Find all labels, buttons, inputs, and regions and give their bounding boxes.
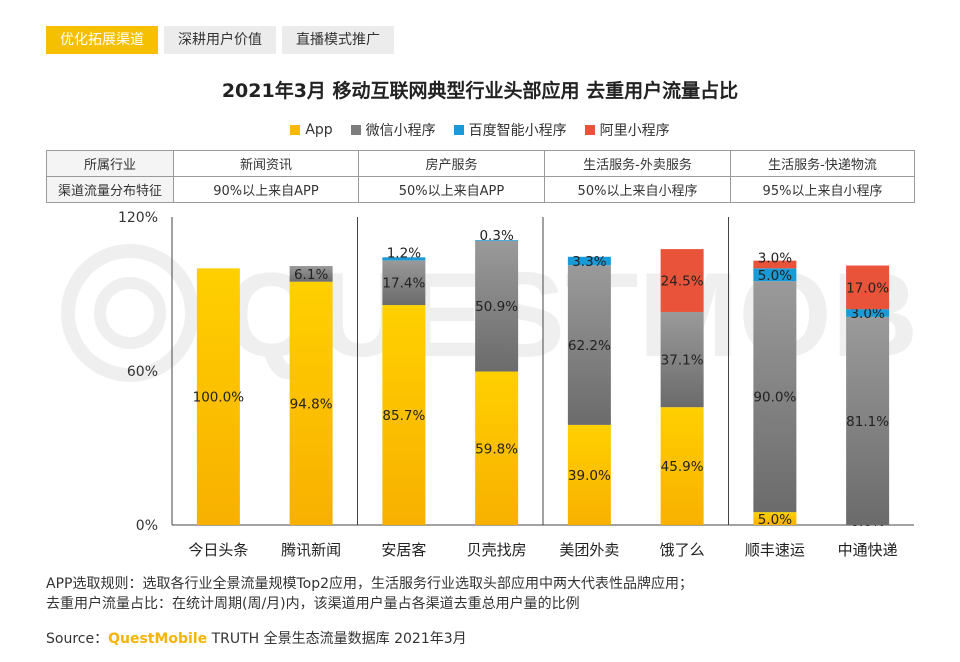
tab-user-value[interactable]: 深耕用户价值 <box>164 26 276 54</box>
x-tick-label: 美团外卖 <box>559 541 619 559</box>
legend-swatch-baidu <box>453 125 464 135</box>
legend-swatch-app <box>290 125 301 135</box>
legend-item-wechat: 微信小程序 <box>350 120 436 140</box>
table-row-feature: 渠道流量分布特征 90%以上来自APP 50%以上来自APP 50%以上来自小程… <box>46 176 915 203</box>
legend-label-wechat: 微信小程序 <box>365 123 436 139</box>
bar-wechat <box>567 265 611 425</box>
footnotes: APP选取规则：选取各行业全景流量规模Top2应用，生活服务行业选取头部应用中两… <box>46 574 693 614</box>
legend-swatch-ali <box>584 125 595 135</box>
bar-ali <box>753 260 797 269</box>
bar-app <box>382 305 426 525</box>
bar-ali <box>660 249 704 312</box>
industry-table: 所属行业 新闻资讯 房产服务 生活服务-外卖服务 生活服务-快递物流 渠道流量分… <box>46 150 915 203</box>
table-cell-feature: 50%以上来自APP <box>358 176 545 203</box>
bar-app <box>753 512 797 525</box>
data-label-wechat: 6.1% <box>294 267 328 283</box>
bar-wechat <box>289 266 333 282</box>
footnote-selection-rule: APP选取规则：选取各行业全景流量规模Top2应用，生活服务行业选取头部应用中两… <box>46 576 693 592</box>
data-label-app: 85.7% <box>382 408 425 424</box>
y-tick-label: 0% <box>136 518 158 534</box>
source-brand: QuestMobile <box>108 631 208 647</box>
bar-wechat <box>382 260 426 306</box>
data-label-app: 59.8% <box>475 441 518 457</box>
data-label-ali: 3.0% <box>758 251 792 267</box>
bar-wechat <box>660 311 704 408</box>
legend-label-baidu: 百度智能小程序 <box>468 123 567 139</box>
bar-baidu <box>567 256 611 266</box>
data-label-app: 45.9% <box>661 459 704 475</box>
bar-wechat <box>753 281 797 513</box>
bar-baidu <box>475 240 519 241</box>
tab-optimize-channels[interactable]: 优化拓展渠道 <box>46 26 158 54</box>
legend-label-app: App <box>305 122 333 138</box>
bar-baidu <box>753 268 797 282</box>
data-label-baidu: 3.3% <box>572 254 606 270</box>
data-label-ali: 17.0% <box>846 280 889 296</box>
table-cell-feature: 95%以上来自小程序 <box>730 176 915 203</box>
x-tick-label: 安居客 <box>381 541 426 559</box>
table-cell-industry: 生活服务-快递物流 <box>730 150 915 177</box>
data-label-wechat: 37.1% <box>661 353 704 369</box>
legend-label-ali: 阿里小程序 <box>599 123 670 139</box>
data-label-wechat: 62.2% <box>568 338 611 354</box>
legend-item-app: App <box>290 120 333 140</box>
table-row-industry: 所属行业 新闻资讯 房产服务 生活服务-外卖服务 生活服务-快递物流 <box>46 150 915 177</box>
legend-item-ali: 阿里小程序 <box>584 120 670 140</box>
bar-wechat <box>846 316 890 525</box>
x-tick-label: 饿了么 <box>660 541 705 559</box>
y-tick-label: 60% <box>127 364 158 380</box>
x-tick-label: 顺丰速运 <box>745 541 805 559</box>
data-label-baidu: 1.2% <box>387 245 421 261</box>
footnote-definition: 去重用户流量占比：在统计周期(周/月)内，该渠道用户量占各渠道去重总用户量的比例 <box>46 596 580 612</box>
bar-wechat <box>475 240 519 372</box>
table-cell-industry: 生活服务-外卖服务 <box>544 150 731 177</box>
table-header-industry: 所属行业 <box>46 150 174 177</box>
data-label-wechat: 17.4% <box>382 276 425 292</box>
source-line: Source：QuestMobile TRUTH 全景生态流量数据库 2021年… <box>46 628 467 648</box>
x-tick-label: 腾讯新闻 <box>281 541 341 559</box>
y-tick-label: 120% <box>118 210 158 226</box>
data-label-wechat: 90.0% <box>753 390 796 406</box>
chart-legend: App 微信小程序 百度智能小程序 阿里小程序 <box>0 120 960 140</box>
data-label-app: 100.0% <box>193 390 245 406</box>
data-label-baidu: 5.0% <box>758 268 792 284</box>
chart-title: 2021年3月 移动互联网典型行业头部应用 去重用户流量占比 <box>221 80 739 102</box>
data-label-wechat: 81.1% <box>846 414 889 430</box>
bar-baidu <box>382 257 426 261</box>
data-label-baidu: 3.0% <box>850 306 884 322</box>
data-label-app: 94.8% <box>290 396 333 412</box>
source-suffix: TRUTH 全景生态流量数据库 2021年3月 <box>207 631 467 647</box>
table-cell-feature: 90%以上来自APP <box>173 176 359 203</box>
data-label-ali: 24.5% <box>661 274 704 290</box>
bar-app <box>660 407 704 525</box>
tab-bar: 优化拓展渠道 深耕用户价值 直播模式推广 <box>46 26 394 54</box>
data-label-baidu: 0.3% <box>479 228 513 244</box>
bar-ali <box>846 265 890 310</box>
data-label-wechat: 50.9% <box>475 299 518 315</box>
bar-app <box>475 371 519 525</box>
data-label-app: 39.0% <box>568 468 611 484</box>
table-cell-feature: 50%以上来自小程序 <box>544 176 731 203</box>
x-tick-label: 贝壳找房 <box>467 541 527 559</box>
bar-baidu <box>846 309 890 317</box>
tab-live-streaming[interactable]: 直播模式推广 <box>282 26 394 54</box>
x-tick-label: 中通快递 <box>838 541 898 559</box>
bar-app <box>196 268 240 525</box>
source-prefix: Source： <box>46 631 109 647</box>
x-tick-label: 今日头条 <box>188 541 248 559</box>
legend-item-baidu: 百度智能小程序 <box>453 120 567 140</box>
legend-swatch-wechat <box>350 125 361 135</box>
bar-app <box>289 281 333 525</box>
bar-app <box>567 424 611 525</box>
data-label-app: 5.0% <box>758 512 792 528</box>
